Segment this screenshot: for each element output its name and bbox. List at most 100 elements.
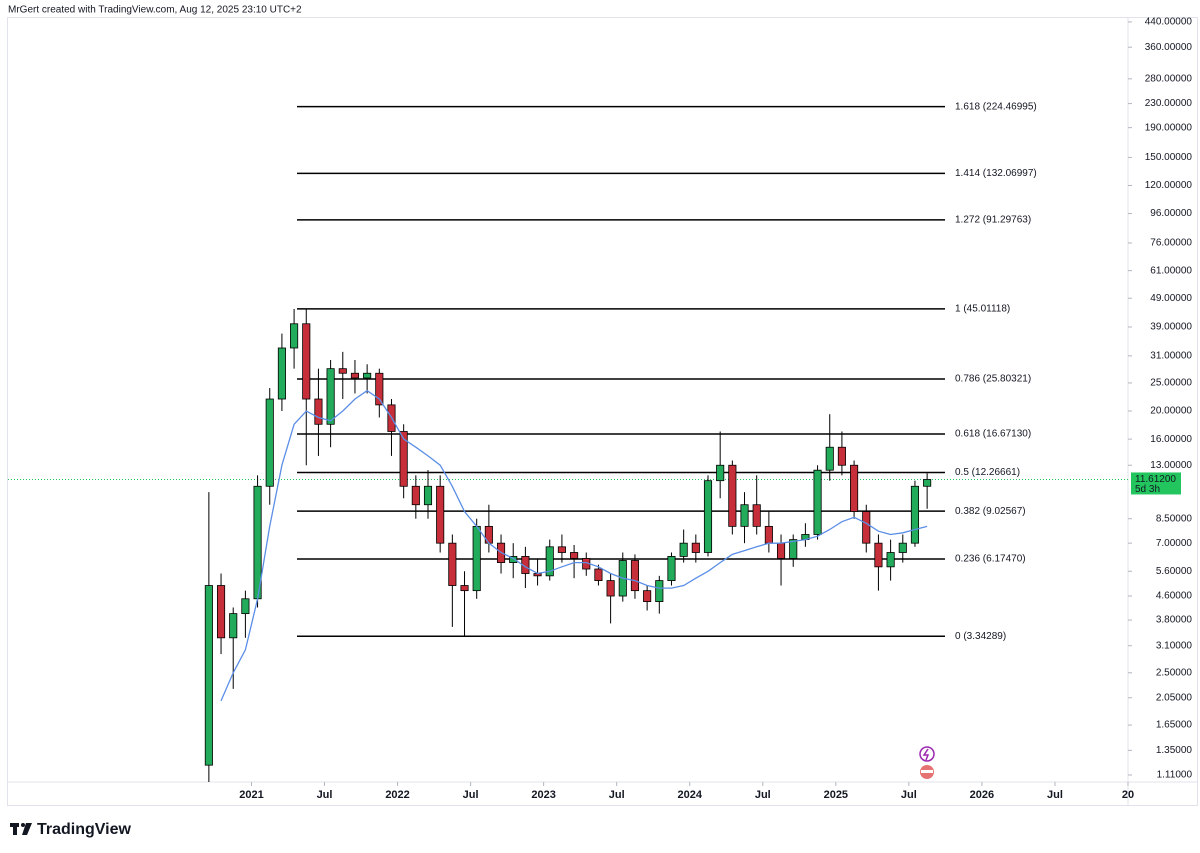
candle: [350, 359, 360, 394]
countdown: 5d 3h: [1135, 484, 1160, 495]
y-tick-label: 13.00000: [1150, 460, 1192, 471]
candle-body: [448, 542, 457, 586]
candle: [265, 388, 274, 505]
fib-label: 0 (3.34289): [955, 631, 1006, 642]
y-tick-label: 360.00000: [1145, 42, 1193, 53]
candle: [679, 529, 688, 563]
candle-body: [655, 580, 664, 603]
candle-body: [910, 485, 920, 544]
candle: [545, 539, 554, 581]
y-tick-label: 120.00000: [1145, 180, 1193, 191]
y-tick-label: 8.50000: [1156, 513, 1193, 524]
candle: [606, 573, 615, 624]
candle-body: [703, 480, 713, 553]
candle: [813, 465, 822, 540]
x-tick-label: Jul: [901, 789, 917, 801]
candle: [643, 585, 652, 611]
candle: [752, 475, 761, 535]
candle: [423, 470, 433, 519]
candle-body: [545, 546, 554, 577]
fib-label: 0.618 (16.67130): [955, 429, 1031, 440]
y-tick-label: 280.00000: [1145, 73, 1193, 84]
y-tick-label: 2.50000: [1156, 667, 1193, 678]
candle-body: [290, 323, 299, 349]
candle: [825, 414, 834, 481]
x-tick-label: Jul: [463, 789, 479, 801]
last-price-box: [1131, 472, 1181, 495]
candle: [862, 504, 871, 553]
candle-body: [740, 504, 749, 527]
candle-body: [436, 485, 445, 544]
fib-label: 0.236 (6.17470): [955, 554, 1026, 565]
candle: [204, 492, 213, 782]
candle: [216, 573, 226, 655]
x-tick-label: 20: [1122, 789, 1134, 801]
x-tick-label: 2024: [677, 789, 702, 801]
fib-label: 1 (45.01118): [955, 304, 1010, 315]
y-tick-label: 49.00000: [1150, 293, 1192, 304]
candle-body: [509, 556, 518, 563]
candle: [898, 534, 907, 563]
candle: [570, 544, 579, 579]
candle-body: [460, 585, 469, 592]
candle-body: [874, 542, 883, 568]
candle: [837, 431, 846, 476]
y-tick-label: 3.80000: [1156, 615, 1193, 626]
candle: [728, 460, 737, 535]
x-tick-label: 2022: [385, 789, 409, 801]
candle: [509, 543, 518, 579]
candle-body: [229, 613, 238, 639]
candle: [277, 333, 286, 412]
candle-body: [216, 585, 226, 639]
candle-body: [302, 323, 311, 400]
candle-body: [630, 560, 640, 592]
candle: [375, 368, 384, 418]
x-tick-label: 2026: [970, 789, 994, 801]
candle: [691, 534, 700, 563]
candle: [716, 431, 725, 499]
y-tick-label: 5.60000: [1156, 566, 1193, 577]
candle: [630, 554, 640, 599]
candle-body: [606, 580, 615, 597]
y-tick-label: 4.60000: [1156, 591, 1193, 602]
y-tick-label: 7.00000: [1156, 538, 1193, 549]
candle-body: [557, 546, 566, 553]
y-tick-label: 2.05000: [1156, 692, 1193, 703]
candle: [411, 475, 420, 519]
x-tick-label: 2021: [239, 789, 263, 801]
candle-body: [789, 539, 798, 559]
x-tick-label: 2023: [531, 789, 555, 801]
moving-average: [220, 389, 928, 702]
y-tick-label: 39.00000: [1150, 322, 1192, 333]
candle: [314, 368, 323, 456]
candle: [703, 475, 713, 557]
y-tick-label: 230.00000: [1145, 98, 1193, 109]
candle: [910, 480, 920, 547]
icons: [919, 746, 935, 779]
candle-body: [570, 552, 579, 559]
candle-body: [375, 372, 384, 406]
candle-body: [326, 368, 335, 425]
candle-body: [338, 368, 347, 374]
candle-body: [752, 504, 761, 527]
candle-body: [667, 556, 676, 581]
y-tick-label: 1.11000: [1157, 770, 1193, 781]
candle: [923, 473, 932, 509]
candle: [229, 607, 238, 689]
candle-body: [825, 446, 834, 471]
candle-body: [204, 585, 213, 766]
candle: [801, 523, 810, 547]
candle: [448, 534, 457, 627]
candle-body: [837, 446, 846, 466]
candle: [789, 534, 798, 567]
candle: [655, 575, 664, 614]
candle: [302, 308, 311, 466]
y-tick-label: 31.00000: [1150, 350, 1192, 361]
y-tick-label: 61.00000: [1150, 265, 1192, 276]
candle-body: [423, 485, 433, 506]
y-tick-label: 3.10000: [1156, 640, 1193, 651]
y-tick-label: 20.00000: [1150, 406, 1192, 417]
x-tick-label: Jul: [317, 789, 333, 801]
candle-body: [265, 398, 274, 487]
x-tick-label: Jul: [609, 789, 625, 801]
